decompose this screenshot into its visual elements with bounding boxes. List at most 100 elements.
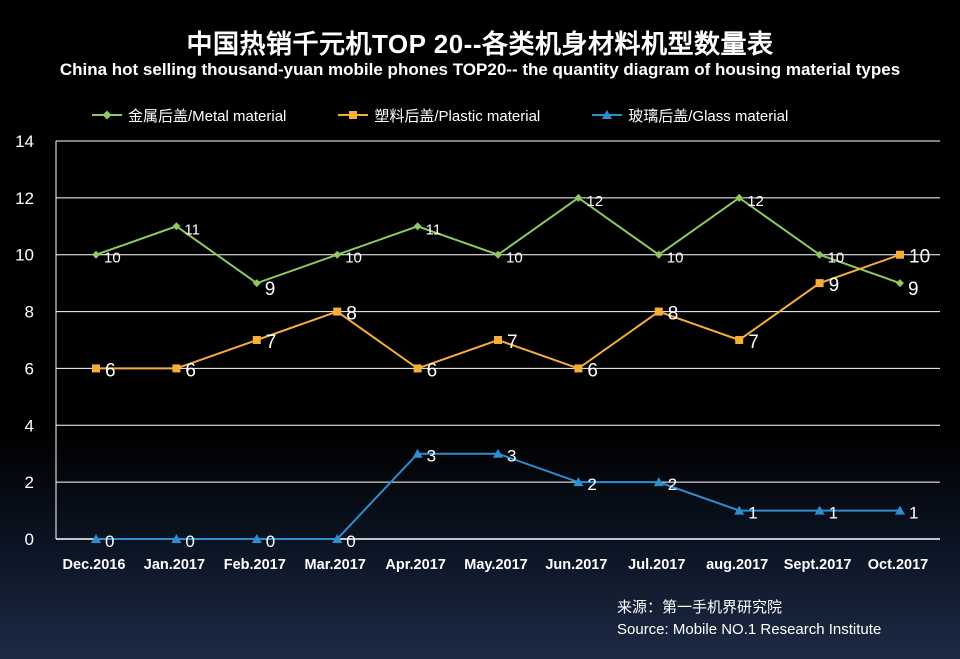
y-tick-label: 2: [25, 473, 34, 492]
legend-item-glass: 玻璃后盖/Glass material: [592, 105, 788, 126]
data-label-metal: 12: [586, 193, 603, 210]
chart-title: 中国热销千元机TOP 20--各类机身材料机型数量表: [186, 29, 774, 59]
data-label-glass: 1: [829, 504, 838, 523]
x-tick-label: Apr.2017: [385, 557, 445, 573]
legend-label-plastic: 塑料后盖/Plastic material: [374, 107, 541, 125]
data-point-metal: [494, 250, 502, 259]
y-tick-label: 10: [15, 246, 34, 265]
data-label-plastic: 9: [829, 275, 840, 296]
data-label-plastic: 6: [185, 360, 196, 381]
data-point-metal: [815, 250, 824, 259]
legend-glass-swatch-icon: [592, 110, 623, 119]
data-label-metal: 11: [184, 221, 200, 238]
y-tick-label: 8: [25, 303, 34, 322]
data-point-glass: [251, 534, 262, 543]
data-point-plastic: [172, 364, 181, 373]
data-label-glass: 1: [748, 504, 757, 523]
x-tick-label: Oct.2017: [868, 557, 928, 573]
legend-item-plastic: 塑料后盖/Plastic material: [338, 105, 540, 126]
x-tick-label: Feb.2017: [224, 557, 286, 573]
data-label-glass: 2: [668, 475, 677, 494]
data-point-plastic: [494, 336, 502, 344]
source-cn: 来源：第一手机界研究院: [617, 599, 783, 616]
data-point-glass: [412, 448, 423, 458]
data-point-plastic: [896, 250, 904, 259]
data-point-metal: [92, 250, 100, 259]
y-tick-label: 4: [25, 416, 34, 435]
data-point-plastic: [654, 307, 663, 316]
x-tick-label: Dec.2016: [63, 557, 126, 573]
data-label-glass: 0: [346, 532, 355, 551]
data-label-glass: 0: [185, 532, 194, 551]
data-label-metal: 12: [747, 193, 764, 210]
source-note: 来源：第一手机界研究院 Source: Mobile NO.1 Research…: [617, 597, 881, 641]
data-label-plastic: 8: [668, 304, 679, 325]
legend-item-metal: 金属后盖/Metal material: [92, 105, 286, 126]
data-label-metal: 9: [908, 279, 919, 300]
x-tick-label: Sept.2017: [784, 557, 852, 573]
x-tick-label: Jul.2017: [628, 557, 685, 573]
data-label-plastic: 6: [427, 360, 438, 381]
y-tick-label: 0: [25, 530, 34, 549]
series-line-glass: [96, 452, 900, 540]
data-point-metal: [333, 250, 342, 259]
legend-label-metal: 金属后盖/Metal material: [128, 107, 287, 125]
data-label-glass: 1: [909, 504, 918, 523]
legend: 金属后盖/Metal material 塑料后盖/Plastic materia…: [92, 104, 788, 126]
data-point-glass: [734, 505, 745, 515]
data-label-metal: 10: [828, 250, 845, 267]
x-tick-label: Mar.2017: [305, 557, 366, 573]
data-point-plastic: [333, 307, 342, 316]
data-point-plastic: [574, 364, 583, 373]
x-tick-label: Jan.2017: [144, 557, 205, 573]
data-point-plastic: [735, 336, 744, 344]
x-tick-label: May.2017: [464, 557, 527, 573]
data-label-glass: 0: [105, 532, 114, 551]
data-label-metal: 10: [104, 250, 121, 267]
x-tick-label: Jun.2017: [545, 557, 607, 573]
data-point-metal: [413, 222, 422, 231]
series-line-metal: [95, 196, 901, 285]
source-en: Source: Mobile NO.1 Research Institute: [617, 621, 882, 638]
data-point-metal: [172, 222, 181, 231]
data-point-glass: [91, 534, 101, 543]
data-label-glass: 3: [507, 447, 516, 466]
legend-metal-swatch-icon: [92, 110, 122, 120]
data-point-metal: [654, 250, 663, 259]
data-label-metal: 9: [265, 279, 276, 300]
data-point-glass: [573, 477, 584, 487]
legend-label-glass: 玻璃后盖/Glass material: [628, 107, 789, 125]
data-label-metal: 10: [506, 250, 523, 267]
y-tick-label: 14: [15, 132, 34, 151]
data-label-plastic: 7: [507, 332, 518, 353]
data-point-plastic: [252, 336, 261, 344]
data-label-metal: 11: [426, 221, 442, 238]
data-label-glass: 2: [587, 475, 596, 494]
data-point-glass: [814, 505, 825, 515]
data-point-glass: [493, 448, 503, 458]
data-label-plastic: 8: [346, 304, 357, 325]
data-point-glass: [171, 534, 182, 543]
data-label-plastic: 6: [105, 360, 116, 381]
legend-plastic-swatch-icon: [338, 111, 369, 119]
y-tick-label: 6: [25, 359, 34, 378]
data-point-plastic: [815, 279, 824, 288]
data-point-metal: [252, 279, 261, 288]
chart-subtitle: China hot selling thousand-yuan mobile p…: [59, 60, 901, 79]
data-point-glass: [653, 477, 664, 487]
x-tick-label: aug.2017: [706, 557, 768, 573]
data-label-plastic: 7: [748, 332, 759, 353]
data-label-plastic: 10: [909, 247, 930, 268]
data-label-plastic: 7: [266, 332, 277, 353]
data-label-glass: 0: [266, 532, 275, 551]
data-point-plastic: [92, 364, 100, 373]
data-label-glass: 3: [427, 447, 436, 466]
data-point-plastic: [413, 364, 422, 373]
y-tick-label: 12: [15, 189, 34, 208]
data-label-plastic: 6: [587, 360, 598, 381]
data-point-glass: [895, 505, 905, 515]
data-label-metal: 10: [345, 250, 362, 267]
data-point-metal: [896, 279, 904, 288]
data-point-metal: [574, 193, 583, 202]
